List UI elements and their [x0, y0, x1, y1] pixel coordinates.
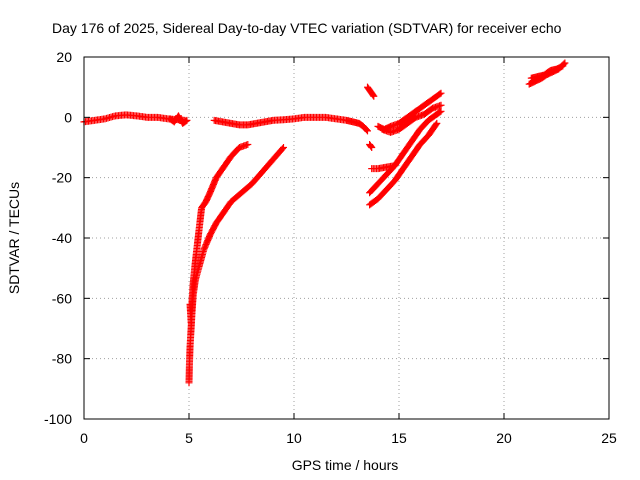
x-axis-label: GPS time / hours [292, 457, 399, 473]
y-axis-label: SDTVAR / TECUs [6, 182, 22, 294]
grid [83, 56, 610, 420]
y-tick-label: 0 [64, 109, 72, 125]
data-point-markers [210, 113, 371, 135]
x-tick-label: 20 [496, 430, 512, 446]
data-point-markers [368, 162, 399, 173]
y-tick-label: -80 [52, 351, 72, 367]
data-point-markers [527, 62, 567, 82]
data-point-markers [366, 140, 376, 151]
data-series [366, 119, 441, 209]
y-tick-label: 20 [56, 49, 72, 65]
data-series [364, 83, 378, 100]
data-point-markers [366, 119, 441, 209]
data-point-markers [166, 112, 191, 127]
data-point-markers [185, 144, 287, 387]
data-series [366, 140, 376, 151]
data-series [166, 112, 191, 127]
data-point-markers [364, 83, 378, 100]
x-tick-label: 15 [391, 430, 407, 446]
data-series [210, 113, 371, 135]
data-series [368, 162, 399, 173]
data-marks [80, 59, 569, 387]
data-series [378, 101, 445, 136]
x-tick-label: 5 [185, 430, 193, 446]
y-tick-label: -20 [52, 170, 72, 186]
x-tick-label: 10 [286, 430, 302, 446]
data-point-markers [378, 101, 445, 136]
plot-frame [83, 56, 610, 420]
axis-ticks: 0 5 10 15 20 25 -100 -80 -60 -40 -20 0 20 [44, 49, 617, 446]
chart-title: Day 176 of 2025, Sidereal Day-to-day VTE… [52, 20, 562, 36]
y-tick-label: -100 [44, 411, 72, 427]
x-tick-label: 25 [601, 430, 617, 446]
data-series [185, 144, 287, 387]
y-tick-label: -60 [52, 290, 72, 306]
data-series [527, 62, 567, 82]
x-tick-label: 0 [80, 430, 88, 446]
y-tick-label: -40 [52, 230, 72, 246]
